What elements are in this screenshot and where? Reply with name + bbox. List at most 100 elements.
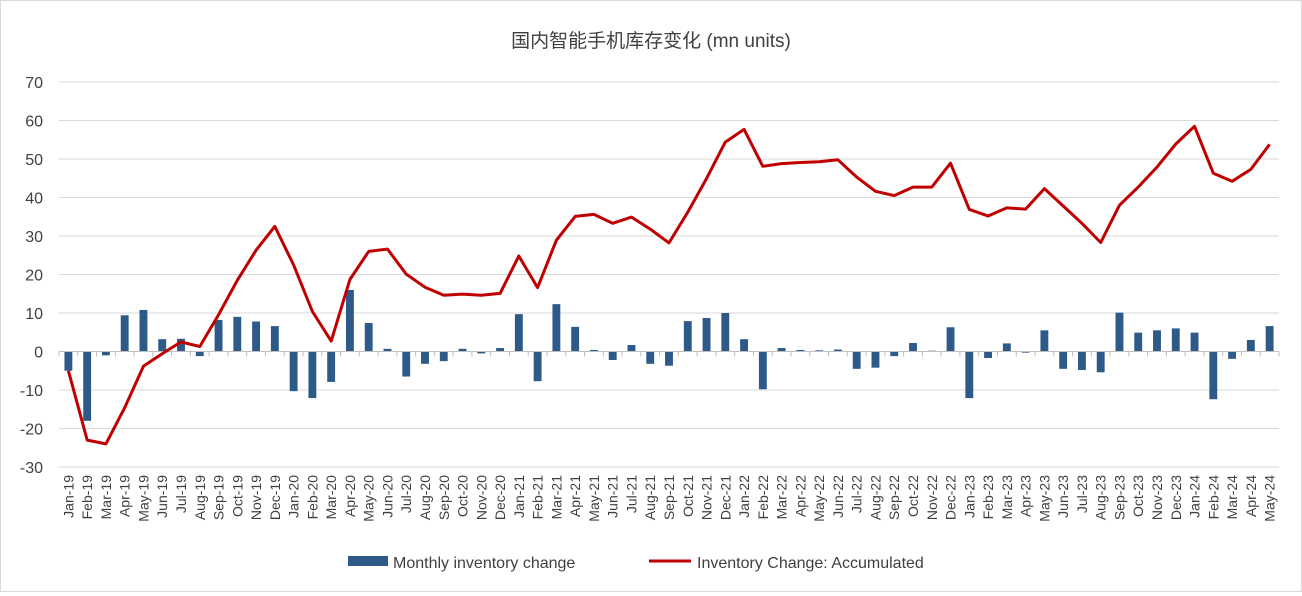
x-tick-label: Feb-21 — [530, 475, 546, 520]
y-tick-label: -30 — [20, 460, 43, 477]
x-tick-label: Mar-19 — [98, 475, 114, 520]
bar — [684, 321, 692, 351]
bar — [271, 326, 279, 351]
y-tick-label: 60 — [25, 114, 43, 131]
x-tick-label: Mar-20 — [323, 475, 339, 520]
bar — [1059, 352, 1067, 369]
y-tick-label: 70 — [25, 75, 43, 92]
accumulated-line — [68, 126, 1269, 444]
x-tick-label: Aug-22 — [867, 475, 883, 520]
x-tick-label: Apr-22 — [792, 475, 808, 517]
bar — [421, 352, 429, 364]
y-axis-tick-labels: -30 -20 -10 0 10 20 30 40 50 60 70 — [20, 75, 43, 477]
y-tick-label: 40 — [25, 191, 43, 208]
bar — [1247, 340, 1255, 352]
x-tick-label: Aug-20 — [417, 475, 433, 520]
x-tick-label: Jun-21 — [605, 475, 621, 518]
bar — [1097, 352, 1105, 373]
bar — [872, 352, 880, 368]
x-tick-label: May-24 — [1262, 475, 1278, 522]
x-tick-label: Sep-20 — [436, 475, 452, 520]
bar — [552, 304, 560, 351]
x-tick-label: Sep-19 — [211, 475, 227, 520]
bar — [158, 339, 166, 351]
bar — [365, 323, 373, 351]
bar — [290, 352, 298, 392]
x-tick-label: Sep-22 — [886, 475, 902, 520]
x-tick-label: Jun-19 — [154, 475, 170, 518]
x-tick-label: Aug-21 — [642, 475, 658, 520]
x-tick-label: Aug-19 — [192, 475, 208, 520]
x-tick-label: Apr-19 — [117, 475, 133, 517]
x-tick-label: Aug-23 — [1093, 475, 1109, 520]
x-tick-label: Oct-20 — [455, 475, 471, 517]
x-tick-label: Jan-19 — [60, 475, 76, 518]
y-tick-label: 50 — [25, 152, 43, 169]
x-tick-label: Nov-22 — [924, 475, 940, 520]
y-tick-label: 10 — [25, 306, 43, 323]
x-tick-label: Jul-22 — [849, 475, 865, 513]
x-tick-label: Jul-19 — [173, 475, 189, 513]
x-tick-label: Sep-23 — [1111, 475, 1127, 520]
bar — [121, 315, 129, 351]
x-tick-label: Dec-21 — [717, 475, 733, 520]
x-tick-label: Apr-20 — [342, 475, 358, 517]
x-tick-label: Oct-23 — [1130, 475, 1146, 517]
bar — [252, 321, 260, 351]
x-tick-label: Nov-21 — [699, 475, 715, 520]
y-tick-label: 0 — [34, 345, 43, 362]
bar — [740, 339, 748, 351]
bar — [1003, 343, 1011, 351]
legend: Monthly inventory change Inventory Chang… — [348, 555, 924, 572]
bar — [196, 352, 204, 357]
x-tick-label: Apr-21 — [567, 475, 583, 517]
x-tick-label: Jun-20 — [379, 475, 395, 518]
x-tick-label: Mar-24 — [1224, 475, 1240, 520]
x-tick-label: Nov-20 — [473, 475, 489, 520]
x-tick-label: Dec-22 — [943, 475, 959, 520]
bar — [402, 352, 410, 377]
y-tick-label: 30 — [25, 229, 43, 246]
bar — [515, 314, 523, 351]
bar — [1153, 330, 1161, 351]
legend-swatch-bar — [348, 556, 388, 566]
bar — [308, 352, 316, 399]
bar — [609, 352, 617, 360]
x-tick-label: May-19 — [135, 475, 151, 522]
bar — [534, 352, 542, 382]
bar — [984, 352, 992, 359]
bar — [665, 352, 673, 366]
bar — [759, 352, 767, 390]
bar — [102, 352, 110, 356]
x-tick-label: May-22 — [811, 475, 827, 522]
legend-label-bar: Monthly inventory change — [393, 555, 575, 572]
bar — [628, 345, 636, 352]
x-tick-label: Jan-22 — [736, 475, 752, 518]
x-tick-label: Jan-24 — [1187, 475, 1203, 518]
bar — [1116, 313, 1124, 352]
bar — [440, 352, 448, 362]
bar — [1209, 352, 1217, 400]
x-tick-label: Dec-20 — [492, 475, 508, 520]
x-tick-label: Jul-21 — [623, 475, 639, 513]
bar — [496, 348, 504, 351]
bar — [947, 327, 955, 351]
bar — [1228, 352, 1236, 359]
x-tick-label: Nov-23 — [1149, 475, 1165, 520]
x-tick-label: Apr-24 — [1243, 475, 1259, 517]
x-tick-label: Jan-21 — [511, 475, 527, 518]
x-tick-label: Feb-24 — [1205, 475, 1221, 520]
bar — [721, 313, 729, 352]
y-tick-label: -20 — [20, 422, 43, 439]
bar — [1134, 333, 1142, 352]
y-tick-label: -10 — [20, 383, 43, 400]
x-tick-label: May-23 — [1036, 475, 1052, 522]
bar — [571, 327, 579, 352]
x-tick-label: Jun-23 — [1055, 475, 1071, 518]
x-tick-label: Dec-23 — [1168, 475, 1184, 520]
bar — [890, 352, 898, 357]
x-tick-label: Mar-21 — [548, 475, 564, 520]
x-tick-label: Jul-23 — [1074, 475, 1090, 513]
